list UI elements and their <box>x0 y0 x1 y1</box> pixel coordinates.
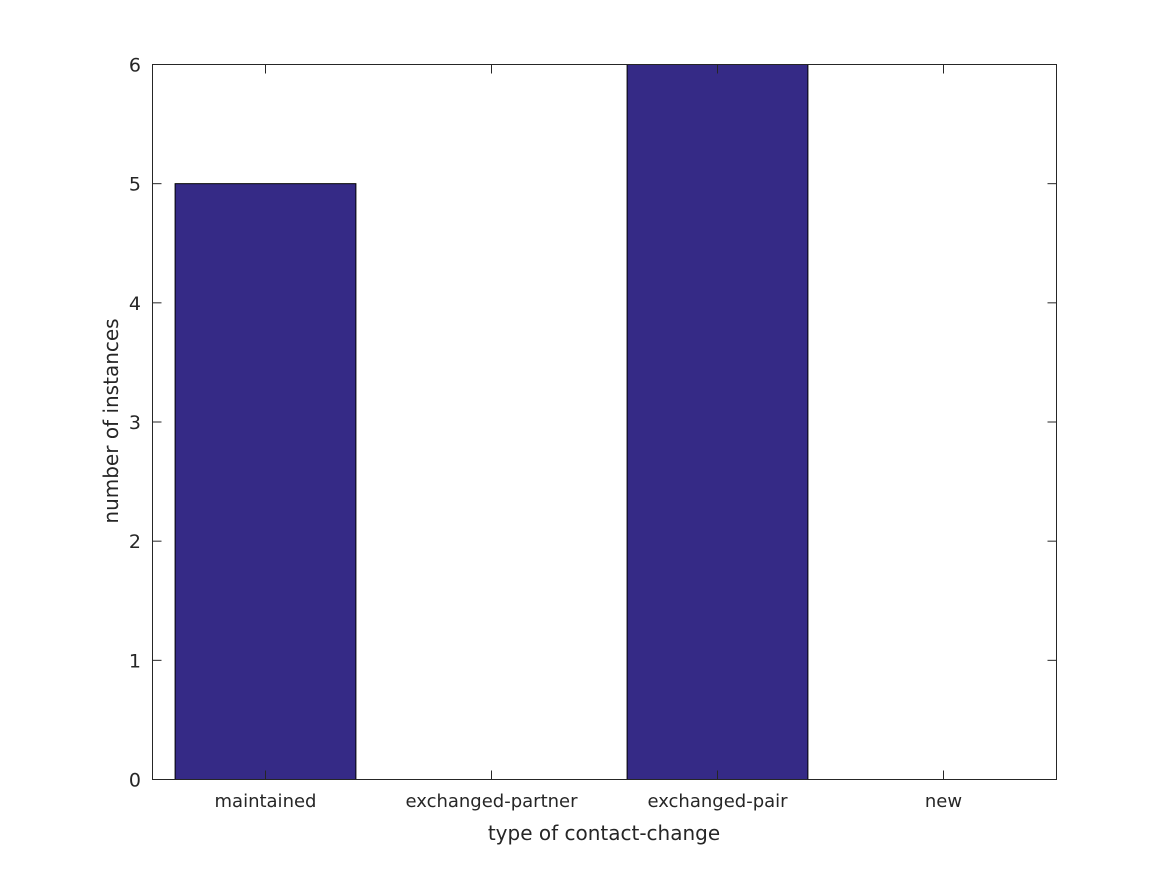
x-tick-label: exchanged-pair <box>647 791 788 812</box>
y-tick-label: 5 <box>129 174 141 196</box>
ticks: maintained exchanged-partner exchanged-pai… <box>129 55 1057 812</box>
y-tick-label: 1 <box>129 650 141 672</box>
y-tick-label: 4 <box>129 293 141 315</box>
bars <box>174 64 809 780</box>
bar-maintained <box>174 183 357 780</box>
y-tick-label: 6 <box>129 55 141 77</box>
x-axis-label: type of contact-change <box>488 821 720 845</box>
x-tick-label: maintained <box>215 791 317 812</box>
y-tick-label: 2 <box>129 531 141 553</box>
x-tick-label: new <box>925 791 962 812</box>
y-axis-label: number of instances <box>99 318 123 523</box>
y-tick-label: 3 <box>129 412 141 434</box>
bar-exchanged-pair <box>626 64 809 780</box>
y-tick-label: 0 <box>129 770 141 792</box>
x-tick-label: exchanged-partner <box>405 791 578 812</box>
